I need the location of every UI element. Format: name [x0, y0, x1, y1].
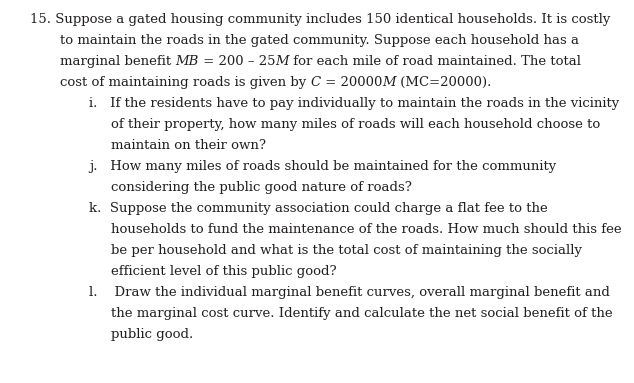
- Text: M: M: [382, 76, 396, 89]
- Text: (MC=20000).: (MC=20000).: [396, 76, 491, 89]
- Text: households to fund the maintenance of the roads. How much should this fee: households to fund the maintenance of th…: [111, 223, 621, 236]
- Text: k.  Suppose the community association could charge a flat fee to the: k. Suppose the community association cou…: [89, 202, 548, 215]
- Text: 15. Suppose a gated housing community includes 150 identical households. It is c: 15. Suppose a gated housing community in…: [30, 13, 611, 26]
- Text: cost of maintaining roads is given by: cost of maintaining roads is given by: [60, 76, 311, 89]
- Text: maintain on their own?: maintain on their own?: [111, 139, 266, 152]
- Text: C: C: [311, 76, 321, 89]
- Text: = 200 – 25: = 200 – 25: [199, 55, 276, 68]
- Text: be per household and what is the total cost of maintaining the socially: be per household and what is the total c…: [111, 244, 582, 257]
- Text: of their property, how many miles of roads will each household choose to: of their property, how many miles of roa…: [111, 118, 600, 131]
- Text: marginal benefit: marginal benefit: [60, 55, 176, 68]
- Text: public good.: public good.: [111, 328, 193, 341]
- Text: i.   If the residents have to pay individually to maintain the roads in the vici: i. If the residents have to pay individu…: [89, 97, 619, 110]
- Text: for each mile of road maintained. The total: for each mile of road maintained. The to…: [289, 55, 581, 68]
- Text: MB: MB: [176, 55, 199, 68]
- Text: j.   How many miles of roads should be maintained for the community: j. How many miles of roads should be mai…: [89, 160, 556, 173]
- Text: to maintain the roads in the gated community. Suppose each household has a: to maintain the roads in the gated commu…: [60, 34, 579, 47]
- Text: efficient level of this public good?: efficient level of this public good?: [111, 265, 337, 278]
- Text: M: M: [276, 55, 289, 68]
- Text: l.    Draw the individual marginal benefit curves, overall marginal benefit and: l. Draw the individual marginal benefit …: [89, 286, 610, 299]
- Text: considering the public good nature of roads?: considering the public good nature of ro…: [111, 181, 412, 194]
- Text: the marginal cost curve. Identify and calculate the net social benefit of the: the marginal cost curve. Identify and ca…: [111, 307, 612, 320]
- Text: = 20000: = 20000: [321, 76, 382, 89]
